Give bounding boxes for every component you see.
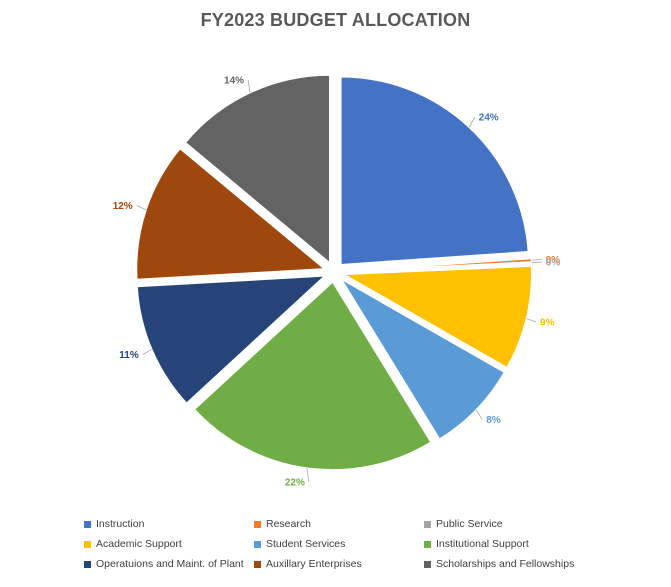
legend-label: Scholarships and Fellowships [436, 558, 575, 570]
legend-item: Student Services [254, 538, 424, 550]
legend-swatch [254, 520, 261, 528]
leader-line [531, 261, 542, 264]
leader-line [468, 116, 476, 128]
data-label: 11% [119, 350, 139, 361]
legend-label: Operatuions and Maint. of Plant [96, 558, 244, 570]
legend-label: Student Services [266, 538, 346, 550]
leader-line [475, 409, 483, 420]
legend-swatch [84, 520, 91, 528]
pie-slice-institutional-support [193, 280, 433, 471]
legend-item: Research [254, 518, 424, 530]
data-label: 22% [285, 477, 305, 488]
legend-swatch [424, 540, 431, 548]
data-label: 8% [486, 415, 501, 426]
pie-slice-auxillary-enterprises [135, 147, 327, 281]
legend-label: Auxillary Enterprises [266, 558, 362, 570]
legend-item: Academic Support [84, 538, 254, 550]
legend-item: Institutional Support [424, 538, 624, 550]
leader-line [531, 259, 542, 261]
legend-swatch [424, 520, 431, 528]
chart-title: FY2023 BUDGET ALLOCATION [200, 10, 471, 30]
legend-swatch [424, 560, 431, 568]
legend-swatch [84, 560, 91, 568]
legend-swatch [254, 540, 261, 548]
data-label: 14% [224, 76, 244, 87]
chart-legend: Instruction Research Public Service Academi… [84, 518, 644, 570]
legend-label: Research [266, 518, 311, 530]
legend-item: Scholarships and Fellowships [424, 558, 624, 570]
data-label: 0% [546, 255, 561, 266]
data-label: 12% [113, 201, 133, 212]
legend-label: Institutional Support [436, 538, 529, 550]
legend-item: Operatuions and Maint. of Plant [84, 558, 254, 570]
pie-slice-academic-support [341, 265, 533, 369]
legend-item: Public Service [424, 518, 624, 530]
leader-line [247, 79, 251, 93]
legend-swatch [84, 540, 91, 548]
leader-line [306, 468, 310, 483]
pie-slice-instruction [340, 75, 530, 266]
data-label: 0% [546, 258, 561, 269]
leader-line [136, 205, 147, 211]
data-label: 24% [479, 113, 499, 124]
pie-slice-student-services [340, 278, 506, 441]
legend-label: Public Service [436, 518, 503, 530]
legend-label: Instruction [96, 518, 145, 530]
legend-label: Academic Support [96, 538, 182, 550]
pie-slice-operatuions-and-maint-of-plant [136, 275, 327, 405]
leader-line [142, 348, 152, 355]
leader-line [526, 318, 537, 323]
legend-swatch [254, 560, 261, 568]
legend-item: Auxillary Enterprises [254, 558, 424, 570]
legend-item: Instruction [84, 518, 254, 530]
data-label: 9% [540, 317, 555, 328]
pie-slice-scholarships-and-fellowships [184, 74, 331, 265]
